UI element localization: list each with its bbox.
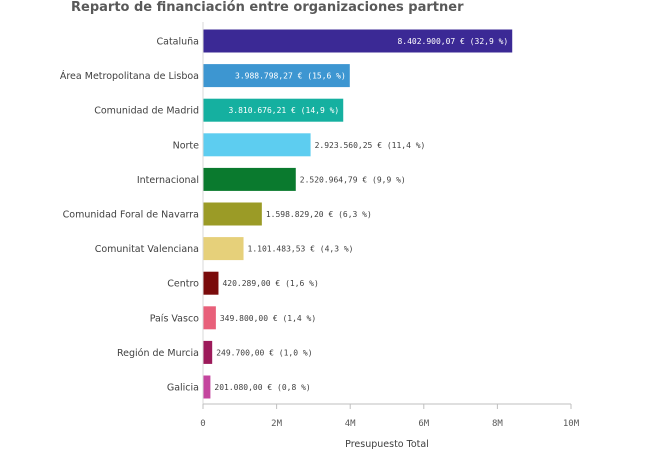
bar[interactable] <box>203 375 211 399</box>
category-label: Norte <box>173 140 200 151</box>
bar[interactable] <box>203 237 244 261</box>
bar[interactable] <box>203 29 513 53</box>
data-label: 1.598.829,20 € (6,3 %) <box>266 210 372 219</box>
x-tick-label: 0 <box>200 419 205 429</box>
category-label: Área Metropolitana de Lisboa <box>60 70 199 82</box>
data-label: 201.080,00 € (0,8 %) <box>214 383 310 392</box>
bar[interactable] <box>203 271 219 295</box>
x-tick-label: 8M <box>492 419 503 429</box>
bar[interactable] <box>203 202 262 226</box>
category-label: Internacional <box>137 175 199 186</box>
bar[interactable] <box>203 98 344 122</box>
data-label: 3.810.676,21 € (14,9 %) <box>228 106 339 115</box>
category-label: Centro <box>167 279 199 290</box>
data-label: 1.101.483,53 € (4,3 %) <box>248 245 354 254</box>
x-tick-label: 4M <box>345 419 356 429</box>
data-label: 2.520.964,79 € (9,9 %) <box>300 175 406 184</box>
data-label: 249.700,00 € (1,0 %) <box>216 348 312 357</box>
x-axis-title: Presupuesto Total <box>345 439 429 450</box>
x-tick-label: 6M <box>418 419 429 429</box>
category-label: Galicia <box>167 383 199 394</box>
bar[interactable] <box>203 306 216 330</box>
bar[interactable] <box>203 64 350 88</box>
data-label: 3.988.798,27 € (15,6 %) <box>235 72 346 81</box>
bar[interactable] <box>203 340 213 364</box>
data-label: 2.923.560,25 € (11,4 %) <box>315 141 426 150</box>
category-label: Comunidad Foral de Navarra <box>63 210 199 221</box>
category-label: País Vasco <box>150 313 199 324</box>
data-label: 420.289,00 € (1,6 %) <box>222 279 318 288</box>
x-tick-label: 2M <box>271 419 282 429</box>
data-label: 349.800,00 € (1,4 %) <box>220 314 316 323</box>
x-tick-label: 10M <box>563 419 580 429</box>
data-label: 8.402.900,07 € (32,9 %) <box>397 37 508 46</box>
category-label: Cataluña <box>156 37 199 48</box>
category-label: Comunidad de Madrid <box>94 106 199 117</box>
category-label: Región de Murcia <box>117 348 199 359</box>
bar[interactable] <box>203 167 296 191</box>
category-label: Comunitat Valenciana <box>95 244 199 255</box>
bar[interactable] <box>203 133 311 157</box>
chart-title: Reparto de financiación entre organizaci… <box>71 0 464 15</box>
